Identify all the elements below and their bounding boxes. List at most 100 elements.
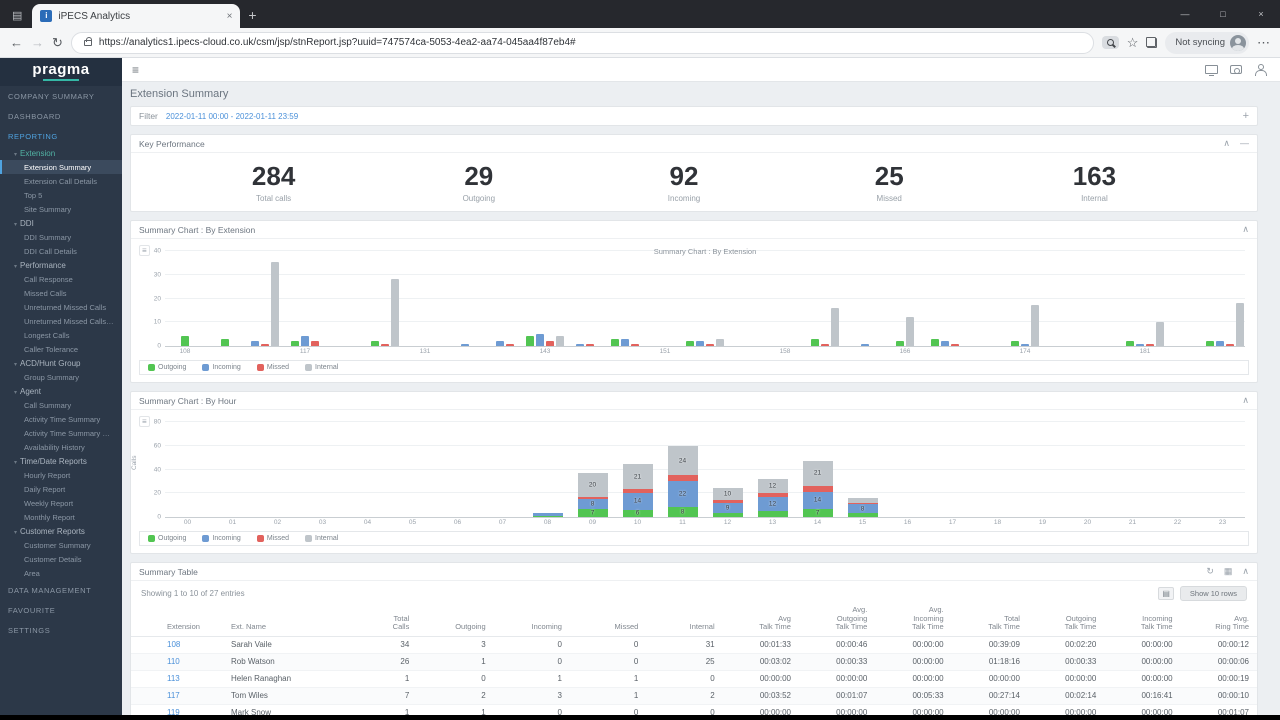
add-filter-icon[interactable]: + (1242, 110, 1249, 122)
refresh-icon[interactable]: ↻ (1206, 566, 1214, 576)
sidebar-item-extension[interactable]: ▾ Extension (14, 148, 56, 158)
legend-item-incoming[interactable]: Incoming (202, 364, 241, 371)
camera-icon[interactable] (1230, 65, 1242, 74)
sidebar-item-reporting[interactable]: REPORTING (8, 131, 58, 141)
scroll-top-icon[interactable]: ∧ (1223, 138, 1230, 148)
new-tab-button[interactable]: + (248, 7, 257, 23)
minimize-button[interactable]: — (1180, 9, 1190, 19)
show-rows-button[interactable]: Show 10 rows (1179, 586, 1247, 601)
legend-item-outgoing[interactable]: Outgoing (148, 364, 186, 371)
legend-item-outgoing[interactable]: Outgoing (148, 535, 186, 542)
more-menu-icon[interactable]: ⋯ (1257, 35, 1270, 50)
sidebar-item-availability-history[interactable]: Availability History (24, 442, 85, 452)
sidebar-item-top-5[interactable]: Top 5 (24, 190, 43, 200)
legend-item-missed[interactable]: Missed (256, 535, 289, 542)
chart-menu-icon[interactable]: ≡ (139, 245, 150, 256)
sidebar-item-area[interactable]: Area (24, 568, 40, 578)
back-button[interactable]: ← (10, 35, 23, 50)
sidebar-item-customer-reports[interactable]: ▾ Customer Reports (14, 526, 85, 536)
filter-date-range[interactable]: 2022-01-11 00:00 - 2022-01-11 23:59 (165, 111, 299, 121)
avatar (1230, 34, 1246, 51)
sidebar-item-performance[interactable]: ▾ Performance (14, 260, 66, 270)
sidebar-item-ddi-summary[interactable]: DDI Summary (24, 232, 72, 242)
sidebar-item-company-summary[interactable]: COMPANY SUMMARY (8, 91, 95, 101)
table-header[interactable]: Missed (569, 604, 647, 637)
sidebar-item-daily-report[interactable]: Daily Report (24, 484, 66, 494)
table-header[interactable]: Extension (131, 604, 223, 637)
profile-button[interactable]: Not syncing (1165, 31, 1249, 54)
extension-link[interactable]: 117 (131, 687, 223, 705)
bar (706, 343, 714, 346)
sidebar-item-acd-hunt-group[interactable]: ▾ ACD/Hunt Group (14, 358, 81, 368)
table-header[interactable]: Incoming Talk Time (1104, 604, 1181, 637)
sidebar-item-extension-call-details[interactable]: Extension Call Details (24, 176, 97, 186)
sidebar-item-data-management[interactable]: DATA MANAGEMENT (8, 585, 92, 595)
close-button[interactable]: × (1258, 9, 1264, 19)
collapse-icon[interactable]: — (1240, 138, 1249, 148)
collapse-icon[interactable]: ∧ (1242, 395, 1249, 405)
tab-search-icon[interactable]: ▤ (12, 10, 23, 22)
legend-item-internal[interactable]: Internal (305, 364, 338, 371)
sidebar-item-ddi[interactable]: ▾ DDI (14, 218, 34, 228)
sidebar-item-ddi-call-details[interactable]: DDI Call Details (24, 246, 77, 256)
sidebar-item-dashboard[interactable]: DASHBOARD (8, 111, 61, 121)
sidebar-item-activity-time-summary-by-date[interactable]: Activity Time Summary By Date (24, 428, 122, 438)
sidebar-item-settings[interactable]: SETTINGS (8, 625, 51, 635)
forward-button[interactable]: → (31, 35, 44, 50)
user-icon[interactable] (1254, 63, 1267, 76)
table-header[interactable]: Avg. Ring Time (1180, 604, 1257, 637)
sidebar-item-favourite[interactable]: FAVOURITE (8, 605, 56, 615)
sidebar-item-monthly-report[interactable]: Monthly Report (24, 512, 75, 522)
extension-link[interactable]: 108 (131, 636, 223, 654)
logo[interactable]: pragma (0, 58, 122, 86)
sidebar-item-call-response[interactable]: Call Response (24, 274, 73, 284)
table-header[interactable]: Avg Talk Time (722, 604, 799, 637)
sidebar-item-longest-calls[interactable]: Longest Calls (24, 330, 70, 340)
refresh-button[interactable]: ↻ (52, 35, 63, 50)
sidebar-item-extension-summary[interactable]: Extension Summary (0, 160, 122, 174)
sidebar-item-caller-tolerance[interactable]: Caller Tolerance (24, 344, 79, 354)
favorites-star-icon[interactable]: ☆ (1126, 35, 1139, 50)
chart-menu-icon[interactable]: ≡ (139, 416, 150, 427)
sidebar-item-weekly-report[interactable]: Weekly Report (24, 498, 74, 508)
sidebar-item-customer-summary[interactable]: Customer Summary (24, 540, 91, 550)
tab-close-icon[interactable]: × (226, 10, 233, 22)
collapse-icon[interactable]: ∧ (1242, 224, 1249, 234)
sidebar-item-agent[interactable]: ▾ Agent (14, 386, 41, 396)
sidebar-item-group-summary[interactable]: Group Summary (24, 372, 80, 382)
legend-item-internal[interactable]: Internal (305, 535, 338, 542)
address-bar[interactable]: https://analytics1.ipecs-cloud.co.uk/csm… (70, 31, 1094, 54)
collections-icon[interactable] (1146, 37, 1158, 48)
table-header[interactable]: Internal (646, 604, 723, 637)
maximize-button[interactable]: □ (1220, 9, 1226, 19)
sidebar-item-call-summary[interactable]: Call Summary (24, 400, 72, 410)
browser-tab[interactable]: i iPECS Analytics × (32, 4, 241, 28)
columns-icon[interactable]: ▦ (1223, 566, 1233, 576)
zoom-indicator[interactable] (1101, 36, 1119, 49)
table-header[interactable]: Outgoing (417, 604, 494, 637)
legend-item-incoming[interactable]: Incoming (202, 535, 241, 542)
extension-link[interactable]: 110 (131, 653, 223, 671)
display-icon[interactable] (1205, 65, 1218, 76)
menu-icon[interactable]: ≡ (132, 62, 140, 77)
table-header[interactable]: Avg. Outgoing Talk Time (798, 604, 876, 637)
sidebar-item-missed-calls[interactable]: Missed Calls (24, 288, 67, 298)
extension-link[interactable]: 113 (131, 670, 223, 688)
table-header[interactable]: Total Talk Time (951, 604, 1028, 637)
table-header[interactable]: Avg. Incoming Talk Time (875, 604, 952, 637)
sidebar-item-time-date-reports[interactable]: ▾ Time/Date Reports (14, 456, 87, 466)
sidebar-item-unreturned-missed-calls-by-caller[interactable]: Unreturned Missed Calls By Caller (24, 316, 122, 326)
table-header[interactable]: Ext. Name (223, 604, 341, 637)
table-header[interactable]: Incoming (493, 604, 570, 637)
table-menu-icon[interactable]: ▤ (1158, 587, 1174, 600)
table-header[interactable]: Total Calls (341, 604, 418, 637)
sidebar-item-activity-time-summary[interactable]: Activity Time Summary (24, 414, 101, 424)
table-cell: 7 (341, 687, 418, 705)
sidebar-item-customer-details[interactable]: Customer Details (24, 554, 82, 564)
legend-item-missed[interactable]: Missed (256, 364, 289, 371)
table-header[interactable]: Outgoing Talk Time (1027, 604, 1105, 637)
sidebar-item-site-summary[interactable]: Site Summary (24, 204, 72, 214)
sidebar-item-unreturned-missed-calls[interactable]: Unreturned Missed Calls (24, 302, 107, 312)
collapse-icon[interactable]: ∧ (1242, 566, 1249, 576)
sidebar-item-hourly-report[interactable]: Hourly Report (24, 470, 71, 480)
